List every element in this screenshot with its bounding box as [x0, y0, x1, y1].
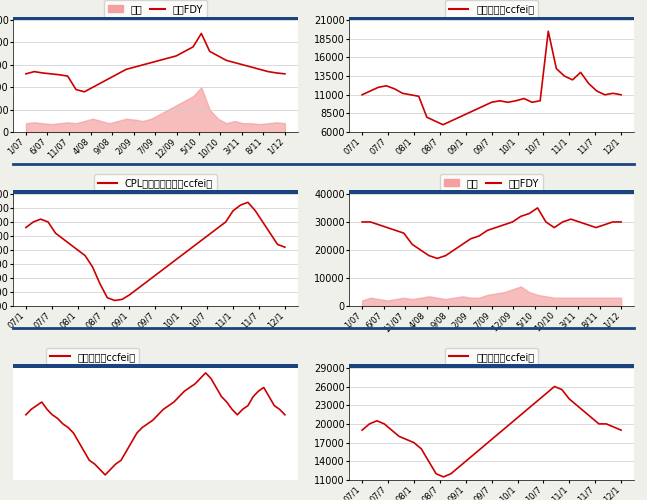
Legend: CPL（已内酵胺）（ccfei）: CPL（已内酵胺）（ccfei） — [94, 174, 217, 192]
Legend: 涂纶短纤（ccfei）: 涂纶短纤（ccfei） — [445, 0, 538, 18]
Legend: 精纶短纤（ccfei）: 精纶短纤（ccfei） — [445, 348, 538, 366]
Legend: 精纶毛条（ccfei）: 精纶毛条（ccfei） — [47, 348, 139, 366]
Legend: 价差, 涂纶FDY: 价差, 涂纶FDY — [104, 0, 206, 18]
Legend: 价差, 锦纶FDY: 价差, 锦纶FDY — [441, 174, 543, 192]
